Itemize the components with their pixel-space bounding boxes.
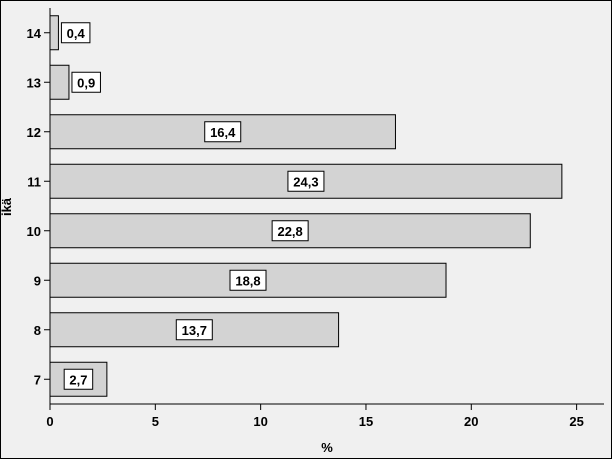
data-label-text: 22,8: [277, 224, 302, 239]
data-label: 0,4: [60, 22, 91, 44]
y-tick-label: 7: [34, 372, 41, 387]
data-label: 16,4: [204, 121, 242, 143]
y-tick-label: 10: [27, 224, 41, 239]
data-label-box: [71, 71, 101, 93]
x-tick-label: 10: [253, 414, 267, 429]
data-label-box: [229, 269, 267, 291]
data-label-box: [63, 368, 94, 390]
y-tick-label: 13: [27, 75, 41, 90]
data-label: 0,9: [71, 71, 101, 93]
x-tick-label: 15: [359, 414, 373, 429]
data-label: 24,3: [287, 170, 325, 192]
y-tick-label: 8: [34, 323, 41, 338]
data-label-box: [175, 319, 213, 341]
x-axis-title: %: [321, 440, 333, 455]
data-label-text: 13,7: [182, 323, 207, 338]
data-label-text: 18,8: [235, 273, 260, 288]
y-axis-title: ikä: [0, 197, 14, 216]
data-label: 2,7: [63, 368, 94, 390]
data-label-box: [60, 22, 91, 44]
data-label: 22,8: [271, 220, 309, 242]
data-label: 13,7: [175, 319, 213, 341]
data-label-text: 0,4: [67, 26, 86, 41]
bar: [49, 15, 59, 51]
data-label-text: 24,3: [293, 174, 318, 189]
y-tick-label: 11: [27, 174, 41, 189]
y-tick-label: 12: [27, 125, 41, 140]
data-label-box: [204, 121, 242, 143]
x-tick-label: 0: [46, 414, 53, 429]
data-label-box: [271, 220, 309, 242]
data-label-box: [287, 170, 325, 192]
data-label: 18,8: [229, 269, 267, 291]
x-tick-label: 25: [569, 414, 583, 429]
bar: [49, 64, 70, 100]
x-tick-label: 20: [464, 414, 478, 429]
data-label-text: 0,9: [77, 75, 95, 90]
data-label-text: 16,4: [210, 125, 236, 140]
y-tick-label: 14: [27, 26, 42, 41]
x-tick-label: 5: [152, 414, 159, 429]
y-tick-label: 9: [34, 273, 41, 288]
data-label-text: 2,7: [69, 372, 87, 387]
